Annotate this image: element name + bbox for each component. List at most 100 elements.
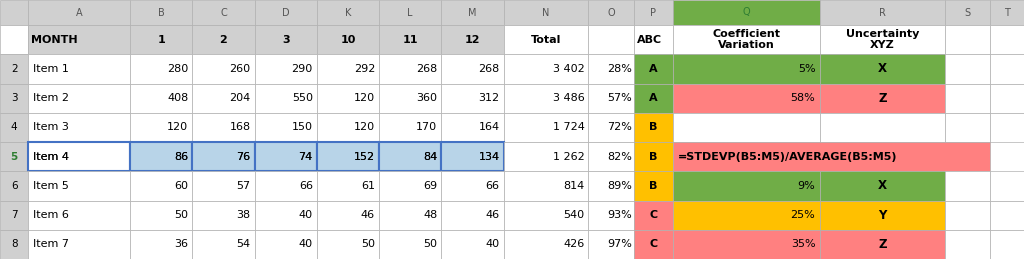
Text: 164: 164 [478,122,500,132]
Bar [379,113,441,142]
Bar [193,83,255,113]
Text: Item 2: Item 2 [34,93,70,103]
Text: 426: 426 [563,239,585,249]
Text: 3: 3 [282,35,290,45]
Text: 3 486: 3 486 [553,93,585,103]
Bar [589,171,634,200]
Text: 74: 74 [299,152,312,162]
Text: 3 402: 3 402 [553,64,585,74]
Text: 312: 312 [478,93,500,103]
Text: 168: 168 [229,122,251,132]
Bar [441,230,504,259]
Text: 120: 120 [354,93,375,103]
Bar [673,142,990,171]
Bar [379,25,441,54]
Text: C: C [649,239,657,249]
Text: L: L [408,8,413,18]
Bar [130,142,193,171]
Text: Item 5: Item 5 [34,181,70,191]
Bar [945,230,990,259]
Bar [0,142,29,171]
Text: 76: 76 [237,152,251,162]
Bar [255,200,316,230]
Text: 86: 86 [174,152,188,162]
Text: 74: 74 [299,152,312,162]
Bar [0,113,29,142]
Bar [441,83,504,113]
Bar [504,230,589,259]
Bar [945,200,990,230]
Text: 134: 134 [478,152,500,162]
Text: D: D [282,8,290,18]
Bar [441,25,504,54]
Text: 46: 46 [360,210,375,220]
Text: R: R [880,8,886,18]
Text: =STDEVP(B5:M5)/AVERAGE(B5:M5): =STDEVP(B5:M5)/AVERAGE(B5:M5) [678,152,898,162]
Bar [820,25,945,54]
Text: 72%: 72% [607,122,632,132]
Bar [379,230,441,259]
Text: 1: 1 [158,35,165,45]
Bar [820,171,945,200]
Text: MONTH: MONTH [32,35,78,45]
Bar [634,230,673,259]
Bar [634,113,673,142]
Text: X: X [878,179,887,192]
Bar [634,142,673,171]
Bar [29,113,130,142]
Bar [255,113,316,142]
Text: 35%: 35% [791,239,815,249]
Bar [820,200,945,230]
Bar [379,54,441,83]
Bar [193,25,255,54]
Bar [990,83,1024,113]
Text: 408: 408 [167,93,188,103]
Text: 9%: 9% [798,181,815,191]
Text: 120: 120 [167,122,188,132]
Text: 82%: 82% [607,152,632,162]
Bar [193,142,255,171]
Bar [316,113,379,142]
Text: Y: Y [879,209,887,222]
Bar [990,25,1024,54]
Bar [193,171,255,200]
Text: Item 4: Item 4 [34,152,70,162]
Bar [589,200,634,230]
Bar [316,200,379,230]
Text: 7: 7 [11,210,17,220]
Text: 57: 57 [237,181,251,191]
Bar [193,230,255,259]
Bar [945,171,990,200]
Text: C: C [649,210,657,220]
Bar [990,200,1024,230]
Text: 2: 2 [219,35,227,45]
Text: 2: 2 [11,64,17,74]
Text: A: A [649,64,657,74]
Text: 814: 814 [563,181,585,191]
Bar [990,113,1024,142]
Text: 290: 290 [292,64,312,74]
Bar [945,83,990,113]
Bar [990,54,1024,83]
Text: 1 724: 1 724 [553,122,585,132]
Bar [316,83,379,113]
Text: Q: Q [743,8,751,18]
Text: 268: 268 [478,64,500,74]
Bar [193,142,255,171]
Text: Z: Z [879,238,887,251]
Text: 268: 268 [416,64,437,74]
Text: 280: 280 [167,64,188,74]
Bar [820,113,945,142]
Text: B: B [649,122,657,132]
Bar [379,0,441,25]
Text: 12: 12 [465,35,480,45]
Text: 36: 36 [174,239,188,249]
Bar [316,171,379,200]
Bar [441,142,504,171]
Bar [589,54,634,83]
Bar [504,0,589,25]
Bar [504,54,589,83]
Bar [673,171,820,200]
Text: M: M [468,8,476,18]
Text: Total: Total [530,35,561,45]
